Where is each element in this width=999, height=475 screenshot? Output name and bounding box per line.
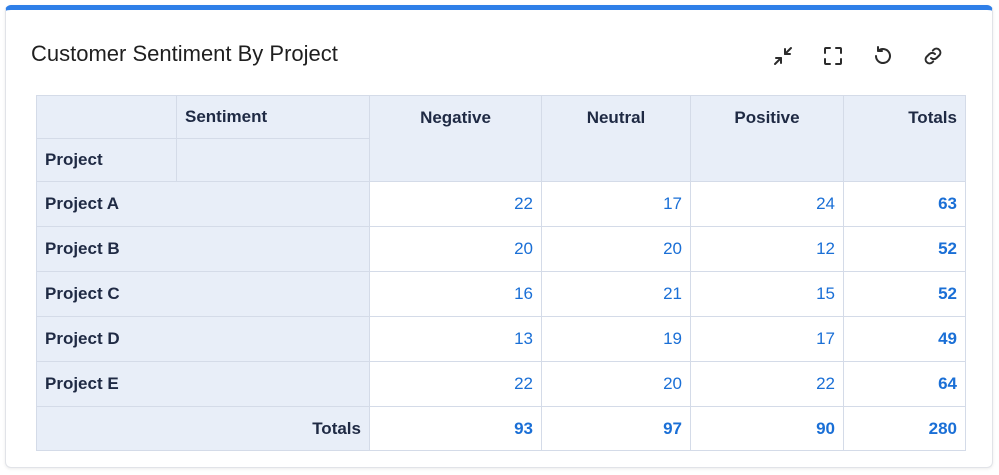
row-total[interactable]: 64 (843, 361, 966, 407)
fullscreen-button[interactable] (808, 41, 858, 71)
row-total[interactable]: 52 (843, 226, 966, 272)
cell-value[interactable]: 20 (541, 361, 691, 407)
header-spacer (176, 138, 370, 182)
col-header-totals[interactable]: Totals (843, 95, 966, 182)
col-header-negative[interactable]: Negative (369, 95, 542, 182)
cell-value[interactable]: 22 (369, 181, 542, 227)
table-row: Project E 22 20 22 64 (36, 361, 966, 407)
table-row: Project B 20 20 12 52 (36, 226, 966, 272)
widget-card: Customer Sentiment By Project (5, 5, 993, 468)
row-label: Project A (36, 181, 370, 227)
cell-value[interactable]: 22 (369, 361, 542, 407)
row-label: Project D (36, 316, 370, 362)
widget-toolbar (758, 41, 958, 71)
table-row: Project D 13 19 17 49 (36, 316, 966, 362)
cell-value[interactable]: 22 (690, 361, 844, 407)
cell-value[interactable]: 13 (369, 316, 542, 362)
row-label: Project C (36, 271, 370, 317)
cell-value[interactable]: 19 (541, 316, 691, 362)
totals-row-label: Totals (36, 406, 370, 451)
totals-row: Totals 93 97 90 280 (36, 406, 966, 451)
refresh-icon (875, 46, 891, 64)
cell-value[interactable]: 21 (541, 271, 691, 317)
row-total[interactable]: 63 (843, 181, 966, 227)
collapse-icon (774, 47, 792, 65)
column-total[interactable]: 90 (690, 406, 844, 451)
link-button[interactable] (908, 41, 958, 71)
fullscreen-icon (824, 47, 842, 65)
cell-value[interactable]: 20 (369, 226, 542, 272)
col-dimension-label: Sentiment (176, 95, 370, 139)
row-total[interactable]: 52 (843, 271, 966, 317)
cell-value[interactable]: 17 (541, 181, 691, 227)
col-header-neutral[interactable]: Neutral (541, 95, 691, 182)
header-corner (36, 95, 177, 139)
collapse-button[interactable] (758, 41, 808, 71)
cell-value[interactable]: 12 (690, 226, 844, 272)
table-row: Project C 16 21 15 52 (36, 271, 966, 317)
grand-total[interactable]: 280 (843, 406, 966, 451)
row-dimension-label: Project (36, 138, 177, 182)
widget-title: Customer Sentiment By Project (31, 41, 338, 66)
table-row: Project A 22 17 24 63 (36, 181, 966, 227)
cell-value[interactable]: 15 (690, 271, 844, 317)
pivot-table: Sentiment Negative Neutral Positive Tota… (36, 95, 966, 451)
cell-value[interactable]: 20 (541, 226, 691, 272)
cell-value[interactable]: 17 (690, 316, 844, 362)
refresh-button[interactable] (858, 41, 908, 71)
row-total[interactable]: 49 (843, 316, 966, 362)
link-icon (924, 47, 942, 65)
cell-value[interactable]: 16 (369, 271, 542, 317)
row-label: Project B (36, 226, 370, 272)
col-header-positive[interactable]: Positive (690, 95, 844, 182)
column-total[interactable]: 93 (369, 406, 542, 451)
column-total[interactable]: 97 (541, 406, 691, 451)
cell-value[interactable]: 24 (690, 181, 844, 227)
row-label: Project E (36, 361, 370, 407)
